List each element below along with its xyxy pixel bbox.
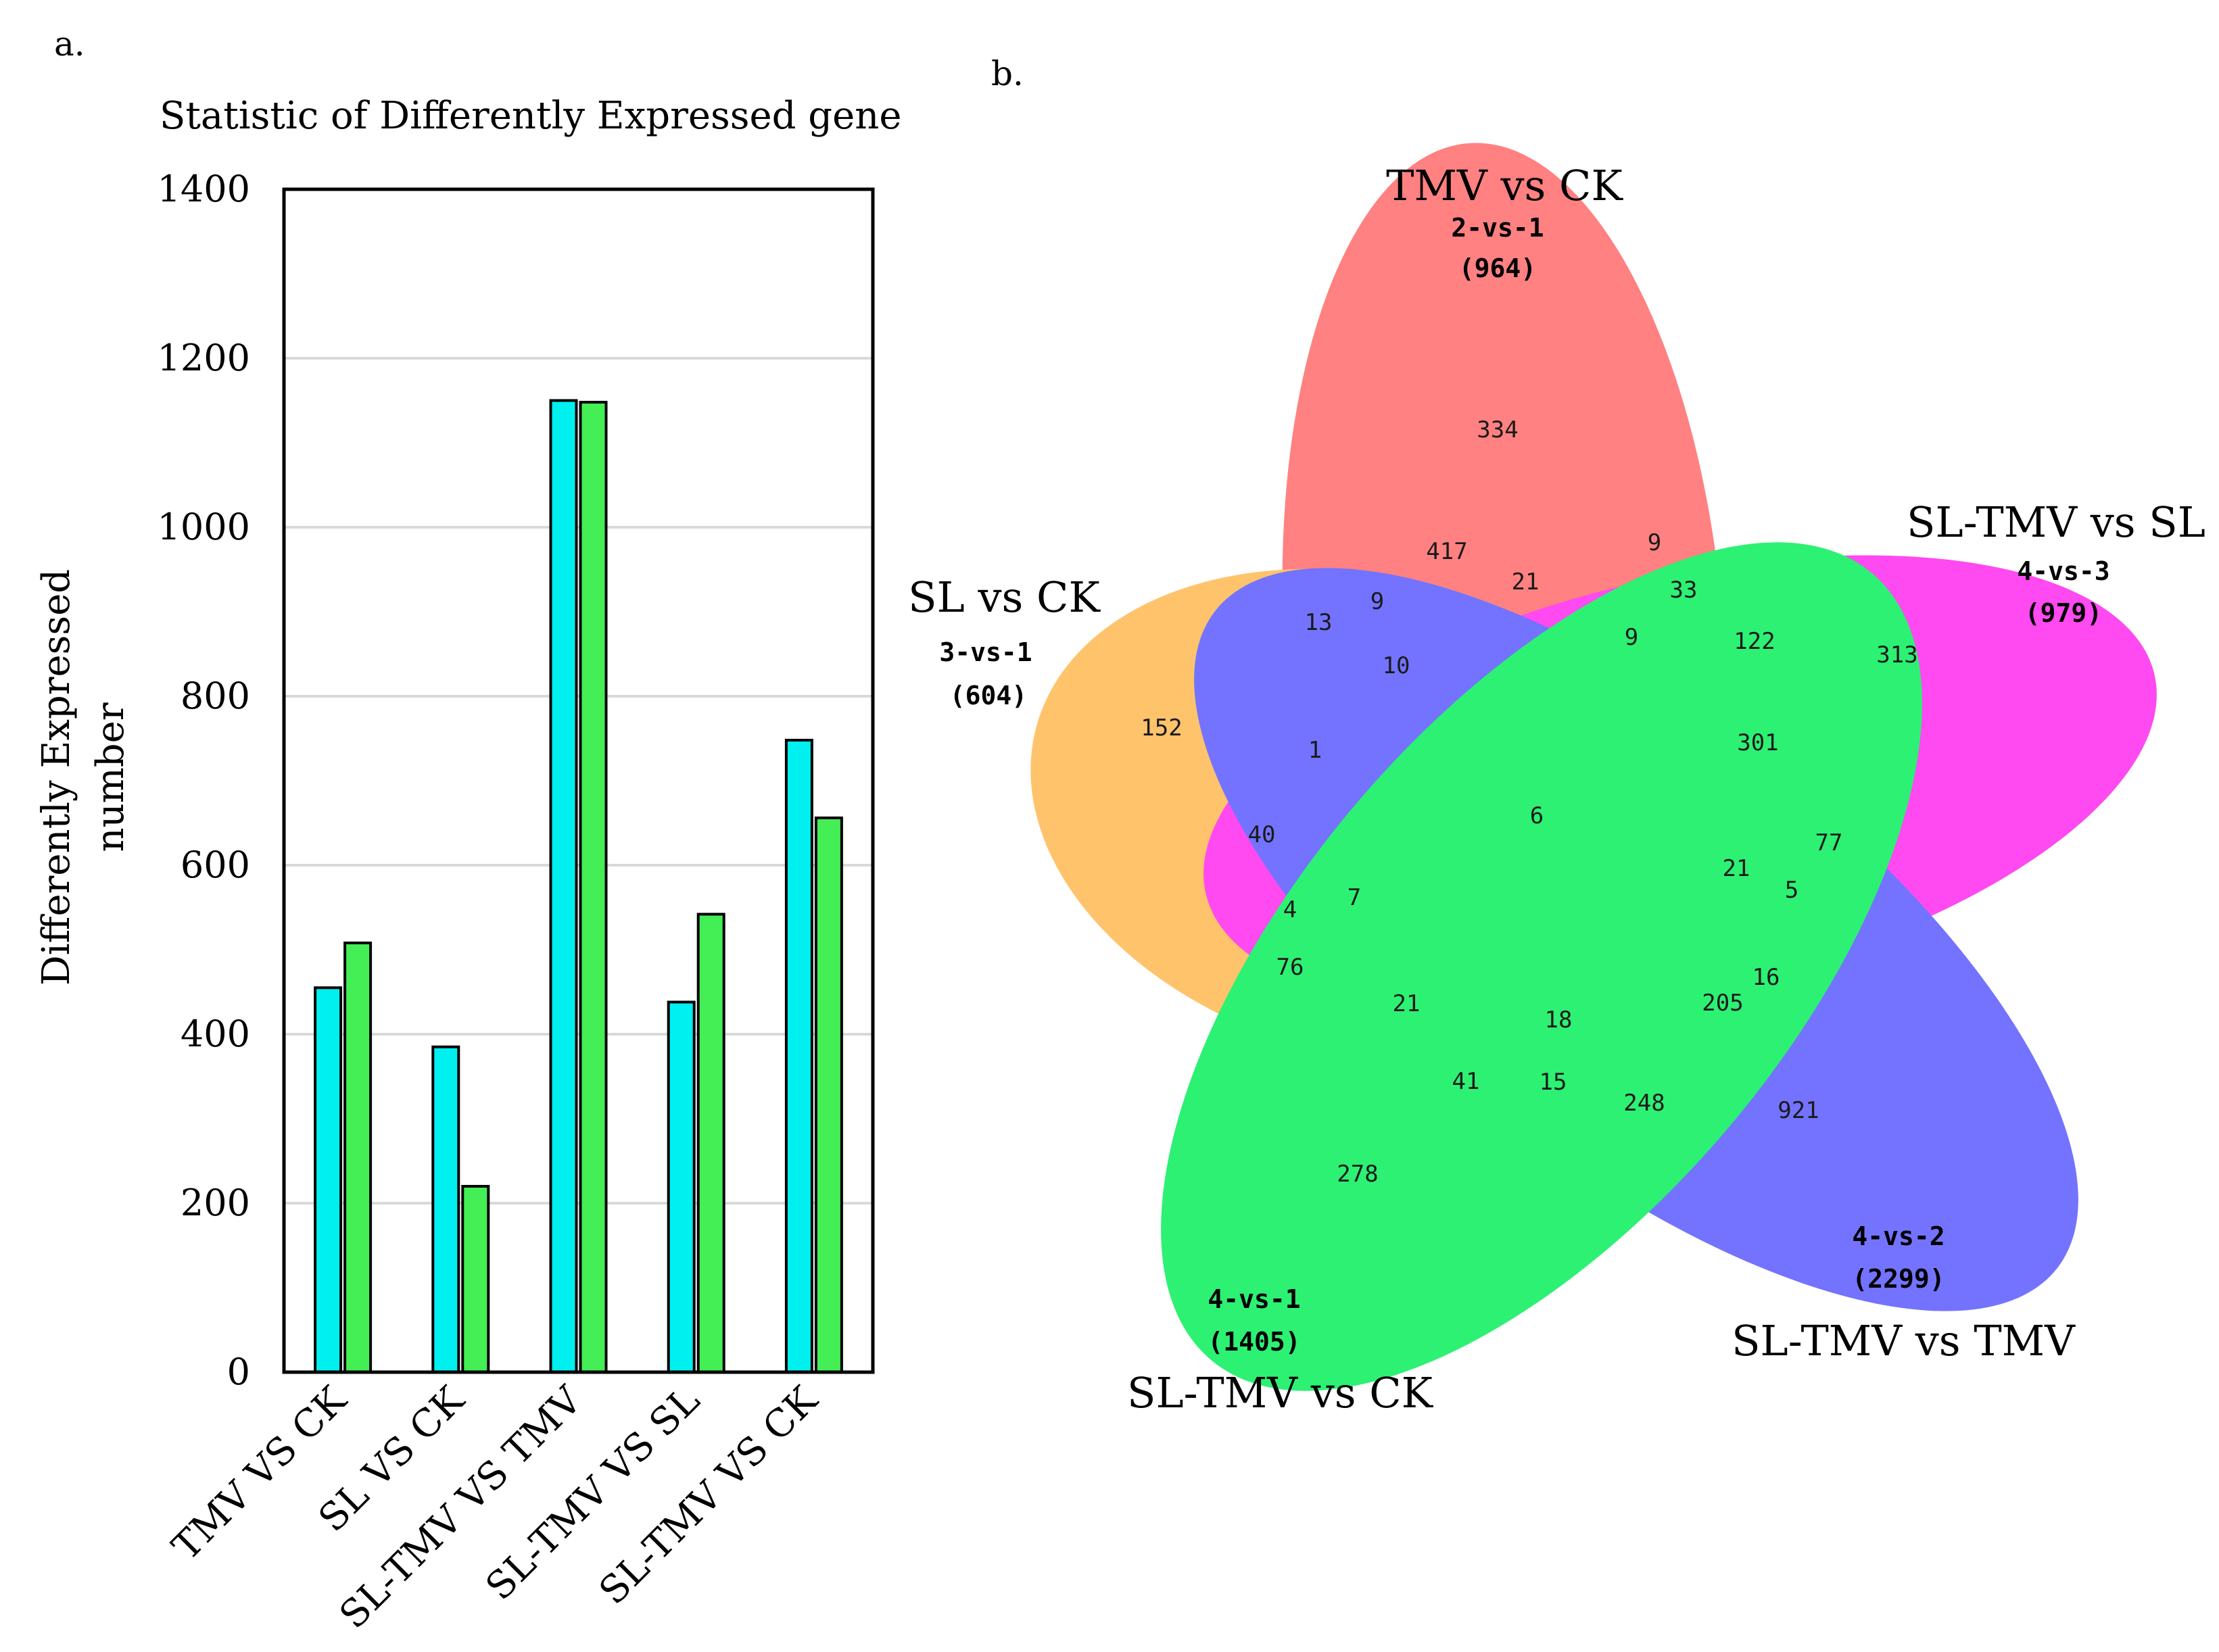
panel-b-venn-diagram: b. TMV vs CK 2-vs-1 (964) SL vs CK 3-vs-…: [908, 54, 2205, 1417]
region-count: 21: [1512, 568, 1540, 596]
set-total: (2299): [1852, 1264, 1944, 1294]
region-count: 122: [1734, 628, 1775, 655]
region-count: 152: [1141, 714, 1182, 742]
bars: [314, 399, 843, 1374]
set-total: (979): [2025, 598, 2102, 628]
set-code: 4-vs-2: [1852, 1221, 1944, 1251]
bar: [461, 1185, 490, 1374]
region-count: 40: [1248, 821, 1276, 848]
region-count: 301: [1737, 729, 1778, 756]
set-label-sl-vs-ck: SL vs CK 3-vs-1 (604): [908, 573, 1101, 710]
bar: [314, 986, 343, 1374]
region-count: 13: [1305, 609, 1333, 636]
bar: [549, 399, 578, 1374]
gridlines: [284, 357, 873, 1205]
bar-group: [431, 1045, 490, 1374]
bar-group: [784, 739, 843, 1374]
set-code: 4-vs-3: [2017, 556, 2109, 586]
chart-title: Statistic of Differently Expressed gene: [160, 94, 901, 138]
venn-ellipses: [1030, 143, 2157, 1391]
set-label-sltmv-vs-ck: 4-vs-1 (1405) SL-TMV vs CK: [1127, 1284, 1434, 1417]
panel-a-bar-chart: a. Statistic of Differently Expressed ge…: [34, 24, 901, 1637]
y-tick-label: 1200: [158, 337, 250, 379]
set-title: SL-TMV vs SL: [1907, 497, 2205, 547]
venn-region-counts: 334 417 21 9 9 33 13 9 10 122 313 152 1 …: [1141, 416, 1917, 1188]
region-count: 41: [1452, 1068, 1480, 1095]
plot-frame: [282, 187, 875, 1374]
region-count: 334: [1477, 416, 1518, 443]
set-code: 3-vs-1: [939, 637, 1032, 667]
region-count: 248: [1623, 1090, 1665, 1117]
y-tick-label: 400: [181, 1013, 250, 1055]
panel-b-label: b.: [991, 54, 1024, 93]
y-axis-title-line-1: Differently Expressed: [34, 569, 78, 986]
region-count: 417: [1426, 538, 1467, 565]
region-count: 77: [1815, 829, 1843, 856]
y-tick-label: 800: [181, 675, 250, 717]
region-count: 1: [1308, 737, 1322, 764]
y-axis-title: Differently Expressed number: [34, 569, 133, 986]
region-count: 18: [1545, 1006, 1573, 1034]
bar: [667, 1000, 696, 1374]
region-count: 9: [1625, 624, 1638, 651]
set-code: 2-vs-1: [1451, 213, 1544, 243]
y-tick-label: 200: [181, 1182, 250, 1224]
region-count: 9: [1648, 529, 1661, 556]
panel-a-label: a.: [54, 24, 85, 64]
region-count: 278: [1337, 1161, 1378, 1188]
region-count: 9: [1370, 588, 1384, 615]
region-count: 6: [1530, 802, 1544, 829]
set-label-sltmv-vs-sl: SL-TMV vs SL 4-vs-3 (979): [1907, 497, 2205, 628]
set-title: SL-TMV vs TMV: [1732, 1316, 2076, 1365]
ellipse-sltmv-vs-ck: [1161, 542, 1922, 1391]
set-total: (604): [950, 681, 1027, 710]
bar: [784, 739, 813, 1374]
set-label-sltmv-vs-tmv: 4-vs-2 (2299) SL-TMV vs TMV: [1732, 1221, 2076, 1365]
region-count: 15: [1540, 1069, 1567, 1096]
bar-group: [314, 942, 373, 1374]
y-tick-label: 1400: [158, 168, 250, 210]
region-count: 16: [1752, 964, 1780, 991]
region-count: 205: [1702, 990, 1743, 1017]
region-count: 7: [1347, 884, 1361, 911]
bar: [814, 817, 843, 1374]
region-count: 76: [1276, 954, 1304, 981]
set-code: 4-vs-1: [1208, 1284, 1300, 1314]
region-count: 21: [1723, 855, 1750, 882]
set-label-tmv-vs-ck: TMV vs CK 2-vs-1 (964): [1386, 161, 1623, 283]
region-count: 5: [1785, 877, 1798, 904]
set-total: (1405): [1208, 1327, 1300, 1357]
set-title: SL-TMV vs CK: [1127, 1368, 1434, 1417]
region-count: 33: [1670, 577, 1698, 604]
bar: [343, 942, 373, 1374]
set-title: TMV vs CK: [1386, 161, 1623, 210]
set-total: (964): [1459, 253, 1536, 283]
region-count: 313: [1876, 641, 1917, 669]
x-tick-label: TMV VS CK: [164, 1378, 356, 1569]
y-axis-title-line-2: number: [89, 702, 133, 852]
bar: [696, 913, 725, 1374]
region-count: 21: [1393, 990, 1421, 1017]
bar-group: [549, 399, 608, 1374]
region-count: 4: [1283, 896, 1297, 923]
bar: [431, 1045, 460, 1374]
bar-group: [667, 913, 725, 1374]
x-tick-label: SL-TMV VS CK: [591, 1378, 827, 1613]
y-tick-label: 600: [181, 844, 250, 886]
y-tick-labels: 0 200 400 600 800 1000 1200 1400: [158, 168, 250, 1393]
x-tick-label: SL-TMV VS SL: [477, 1378, 708, 1609]
y-tick-label: 0: [227, 1351, 250, 1393]
bar: [579, 401, 608, 1374]
region-count: 921: [1777, 1097, 1819, 1124]
y-tick-label: 1000: [158, 506, 250, 548]
region-count: 10: [1383, 652, 1410, 679]
set-title: SL vs CK: [908, 573, 1101, 622]
